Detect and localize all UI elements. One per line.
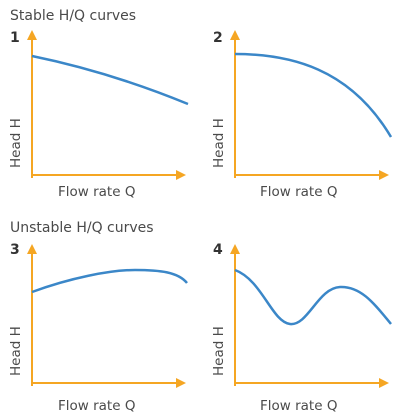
panel-1: 1 Head H Flow rate Q xyxy=(8,30,189,200)
x-axis-label: Flow rate Q xyxy=(260,398,337,414)
y-axis-arrow-icon xyxy=(230,244,240,254)
hq-curve xyxy=(31,54,189,106)
hq-curve xyxy=(234,268,392,326)
y-axis-arrow-icon xyxy=(27,244,37,254)
x-axis-arrow-icon xyxy=(379,170,389,180)
panel-number: 2 xyxy=(213,30,223,46)
y-axis-label: Head H xyxy=(211,118,227,168)
hq-curve xyxy=(234,52,393,138)
panel-number: 3 xyxy=(10,242,20,258)
y-axis-label: Head H xyxy=(8,118,24,168)
section-title-stable: Stable H/Q curves xyxy=(10,8,136,24)
x-axis-label: Flow rate Q xyxy=(58,398,135,414)
panel-4: 4 Head H Flow rate Q xyxy=(211,242,392,414)
y-axis-arrow-icon xyxy=(27,30,37,40)
x-axis-label: Flow rate Q xyxy=(260,184,337,200)
x-axis-arrow-icon xyxy=(379,378,389,388)
panel-number: 1 xyxy=(10,30,20,46)
panel-2: 2 Head H Flow rate Q xyxy=(211,30,393,200)
panel-number: 4 xyxy=(213,242,223,258)
y-axis-label: Head H xyxy=(211,326,227,376)
y-axis-label: Head H xyxy=(8,326,24,376)
x-axis-label: Flow rate Q xyxy=(58,184,135,200)
section-title-unstable: Unstable H/Q curves xyxy=(10,220,154,236)
x-axis-arrow-icon xyxy=(176,378,186,388)
panel-3: 3 Head H Flow rate Q xyxy=(8,242,188,414)
y-axis-arrow-icon xyxy=(230,30,240,40)
x-axis-arrow-icon xyxy=(176,170,186,180)
hq-curve xyxy=(31,268,188,294)
